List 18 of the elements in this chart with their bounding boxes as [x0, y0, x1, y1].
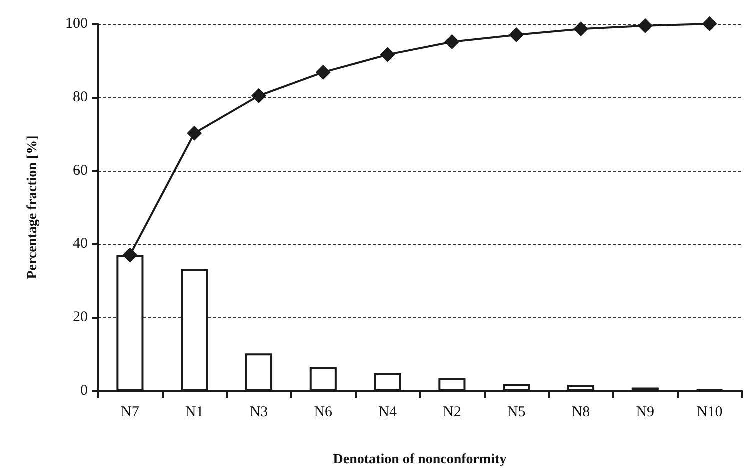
y-tick-label: 20: [73, 310, 88, 326]
x-tick-label: N7: [121, 404, 140, 420]
x-tick-label: N1: [185, 404, 204, 420]
x-tick-label: N9: [636, 404, 655, 420]
y-tick-label: 100: [66, 16, 88, 32]
y-tick-label: 80: [73, 89, 88, 106]
y-tick-label: 60: [73, 162, 88, 179]
x-tick-label: N10: [696, 404, 723, 420]
x-tick-label: N4: [378, 404, 398, 420]
y-tick-label: 40: [73, 236, 88, 252]
x-axis-title: Denotation of nonconformity: [333, 452, 507, 468]
x-tick-label: N2: [443, 404, 462, 420]
y-axis-title: Percentage fraction [%]: [26, 136, 40, 280]
x-tick-label: N6: [314, 404, 334, 420]
x-tick-label: N8: [572, 404, 590, 420]
x-tick-label: N3: [250, 404, 268, 420]
y-tick-label: 0: [80, 383, 88, 399]
x-tick-label: N5: [507, 404, 526, 420]
